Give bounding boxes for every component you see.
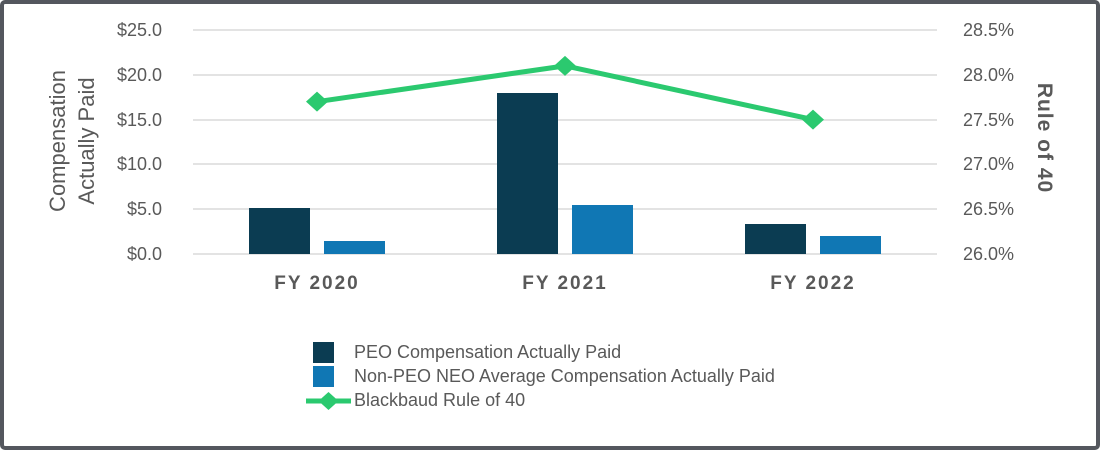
legend: PEO Compensation Actually Paid Non-PEO N… xyxy=(305,341,775,413)
legend-label-peo: PEO Compensation Actually Paid xyxy=(354,342,622,362)
left-axis-title: Compensation Actually Paid xyxy=(43,26,101,256)
left-axis-title-line1: Compensation xyxy=(45,70,70,212)
bar-non-peo-fy-2021 xyxy=(572,204,633,254)
right-axis-tick: 26.5% xyxy=(963,199,1015,220)
gridline xyxy=(193,208,937,211)
right-axis-tick: 28.5% xyxy=(963,20,1015,40)
legend-item-rule-of-40: Blackbaud Rule of 40 xyxy=(305,389,775,412)
gridline xyxy=(193,29,937,31)
legend-swatch-non-peo xyxy=(313,366,334,387)
bar-peo-fy-2020 xyxy=(249,208,310,254)
right-axis-tick: 27.5% xyxy=(963,109,1015,130)
bar-peo-fy-2021 xyxy=(497,92,558,254)
bar-non-peo-fy-2020 xyxy=(324,240,385,254)
gridline xyxy=(193,253,937,255)
left-axis-title-line2: Actually Paid xyxy=(74,77,99,205)
legend-label-rule-of-40: Blackbaud Rule of 40 xyxy=(354,390,526,410)
bar-peo-fy-2022 xyxy=(745,224,806,254)
left-axis-tick: $5.0 xyxy=(126,199,162,220)
legend-swatch-peo xyxy=(313,342,334,363)
right-axis-tick: 28.0% xyxy=(963,64,1015,85)
legend-label-non-peo: Non-PEO NEO Average Compensation Actuall… xyxy=(354,366,775,386)
legend-item-non-peo: Non-PEO NEO Average Compensation Actuall… xyxy=(305,365,775,388)
left-axis-tick: $25.0 xyxy=(116,20,162,40)
legend-item-peo: PEO Compensation Actually Paid xyxy=(305,341,775,364)
left-axis-tick: $20.0 xyxy=(116,64,162,85)
right-axis-tick: 27.0% xyxy=(963,154,1015,175)
left-axis-tick: $10.0 xyxy=(116,154,162,175)
line-diamond-marker-icon xyxy=(306,391,351,410)
legend-marker-cell xyxy=(305,366,352,387)
gridline xyxy=(193,163,937,166)
gridline xyxy=(193,73,937,76)
gridline xyxy=(193,118,937,121)
right-axis-title: Rule of 40 xyxy=(1033,82,1056,194)
bar-non-peo-fy-2022 xyxy=(820,236,881,254)
right-axis-tick: 26.0% xyxy=(963,244,1015,264)
x-axis-label-fy-2022: FY 2022 xyxy=(770,273,856,294)
x-axis-label-fy-2021: FY 2021 xyxy=(522,273,608,294)
x-axis-label-fy-2020: FY 2020 xyxy=(274,273,360,294)
left-axis-tick: $0.0 xyxy=(126,244,162,264)
legend-marker-cell xyxy=(305,342,352,363)
legend-marker-cell xyxy=(305,391,352,411)
left-axis-tick: $15.0 xyxy=(116,109,162,130)
diamond-marker-fy-2020 xyxy=(306,91,328,112)
